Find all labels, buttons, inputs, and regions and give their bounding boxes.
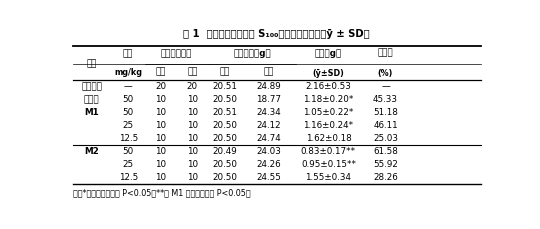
Text: mg/kg: mg/kg: [114, 68, 142, 77]
Text: 50: 50: [123, 108, 134, 117]
Text: 1.18±0.20*: 1.18±0.20*: [303, 95, 354, 104]
Text: 10: 10: [187, 160, 198, 169]
Text: 50: 50: [123, 147, 134, 156]
Text: 25: 25: [123, 121, 134, 130]
Text: 20.50: 20.50: [212, 134, 237, 143]
Text: 开始: 开始: [219, 67, 230, 76]
Text: 0.95±0.15**: 0.95±0.15**: [301, 160, 356, 169]
Text: 24.26: 24.26: [256, 160, 281, 169]
Text: 10: 10: [155, 147, 166, 156]
Text: 10: 10: [187, 134, 198, 143]
Text: 10: 10: [187, 95, 198, 104]
Text: 50: 50: [123, 95, 134, 104]
Text: 结束: 结束: [187, 67, 198, 76]
Text: (%): (%): [378, 69, 393, 78]
Text: 10: 10: [155, 173, 166, 182]
Text: 10: 10: [187, 173, 198, 182]
Text: 平均体重（g）: 平均体重（g）: [234, 49, 272, 58]
Text: 20.49: 20.49: [212, 147, 237, 156]
Text: 10: 10: [155, 95, 166, 104]
Text: 24.12: 24.12: [256, 121, 281, 130]
Text: 24.55: 24.55: [256, 173, 281, 182]
Text: 12.5: 12.5: [119, 173, 138, 182]
Text: 10: 10: [155, 160, 166, 169]
Text: 10: 10: [155, 134, 166, 143]
Text: 20.51: 20.51: [212, 108, 237, 117]
Text: 10: 10: [187, 147, 198, 156]
Text: 2.16±0.53: 2.16±0.53: [306, 82, 352, 91]
Text: 动物数（只）: 动物数（只）: [161, 49, 192, 58]
Text: 组别: 组别: [87, 59, 97, 68]
Text: 20.51: 20.51: [212, 82, 237, 91]
Text: M2: M2: [85, 147, 99, 156]
Text: 55.92: 55.92: [373, 160, 398, 169]
Text: 表 1  药物对小鼠移植瘤 S₁₀₀的实验治疗作用（ȳ ± SD）: 表 1 药物对小鼠移植瘤 S₁₀₀的实验治疗作用（ȳ ± SD）: [184, 29, 370, 39]
Text: 10: 10: [187, 108, 198, 117]
Text: M1: M1: [85, 108, 99, 117]
Text: 20.50: 20.50: [212, 160, 237, 169]
Text: 20.50: 20.50: [212, 95, 237, 104]
Text: 24.34: 24.34: [256, 108, 281, 117]
Text: 24.89: 24.89: [256, 82, 281, 91]
Text: 抑瘤率: 抑瘤率: [377, 49, 394, 57]
Text: 25.03: 25.03: [373, 134, 398, 143]
Text: 阴性对照: 阴性对照: [82, 82, 103, 91]
Text: 20.50: 20.50: [212, 173, 237, 182]
Text: 20.50: 20.50: [212, 121, 237, 130]
Text: 结束: 结束: [263, 67, 274, 76]
Text: 10: 10: [155, 108, 166, 117]
Text: 剂量: 剂量: [123, 49, 133, 58]
Text: 24.74: 24.74: [256, 134, 281, 143]
Text: 28.26: 28.26: [373, 173, 398, 182]
Text: 12.5: 12.5: [119, 134, 138, 143]
Text: 24.03: 24.03: [256, 147, 281, 156]
Text: 替加氟: 替加氟: [84, 95, 100, 104]
Text: 1.05±0.22*: 1.05±0.22*: [303, 108, 354, 117]
Text: 1.16±0.24*: 1.16±0.24*: [303, 121, 354, 130]
Text: 51.18: 51.18: [373, 108, 398, 117]
Text: 46.11: 46.11: [373, 121, 398, 130]
Text: 18.77: 18.77: [256, 95, 281, 104]
Text: 注：*与阴性对照比较 P<0.05，**与 M1 同剂量组比较 P<0.05。: 注：*与阴性对照比较 P<0.05，**与 M1 同剂量组比较 P<0.05。: [72, 189, 250, 198]
Text: (ȳ±SD): (ȳ±SD): [313, 69, 345, 78]
Text: 10: 10: [155, 121, 166, 130]
Text: 45.33: 45.33: [373, 95, 398, 104]
Text: 瘤重（g）: 瘤重（g）: [315, 49, 342, 57]
Text: 61.58: 61.58: [373, 147, 398, 156]
Text: 0.83±0.17**: 0.83±0.17**: [301, 147, 356, 156]
Text: —: —: [124, 82, 132, 91]
Text: 1.55±0.34: 1.55±0.34: [306, 173, 352, 182]
Text: 20: 20: [187, 82, 198, 91]
Text: 25: 25: [123, 160, 134, 169]
Text: 20: 20: [155, 82, 166, 91]
Text: 1.62±0.18: 1.62±0.18: [306, 134, 352, 143]
Text: 开始: 开始: [156, 67, 166, 76]
Text: 10: 10: [187, 121, 198, 130]
Text: —: —: [381, 82, 390, 91]
